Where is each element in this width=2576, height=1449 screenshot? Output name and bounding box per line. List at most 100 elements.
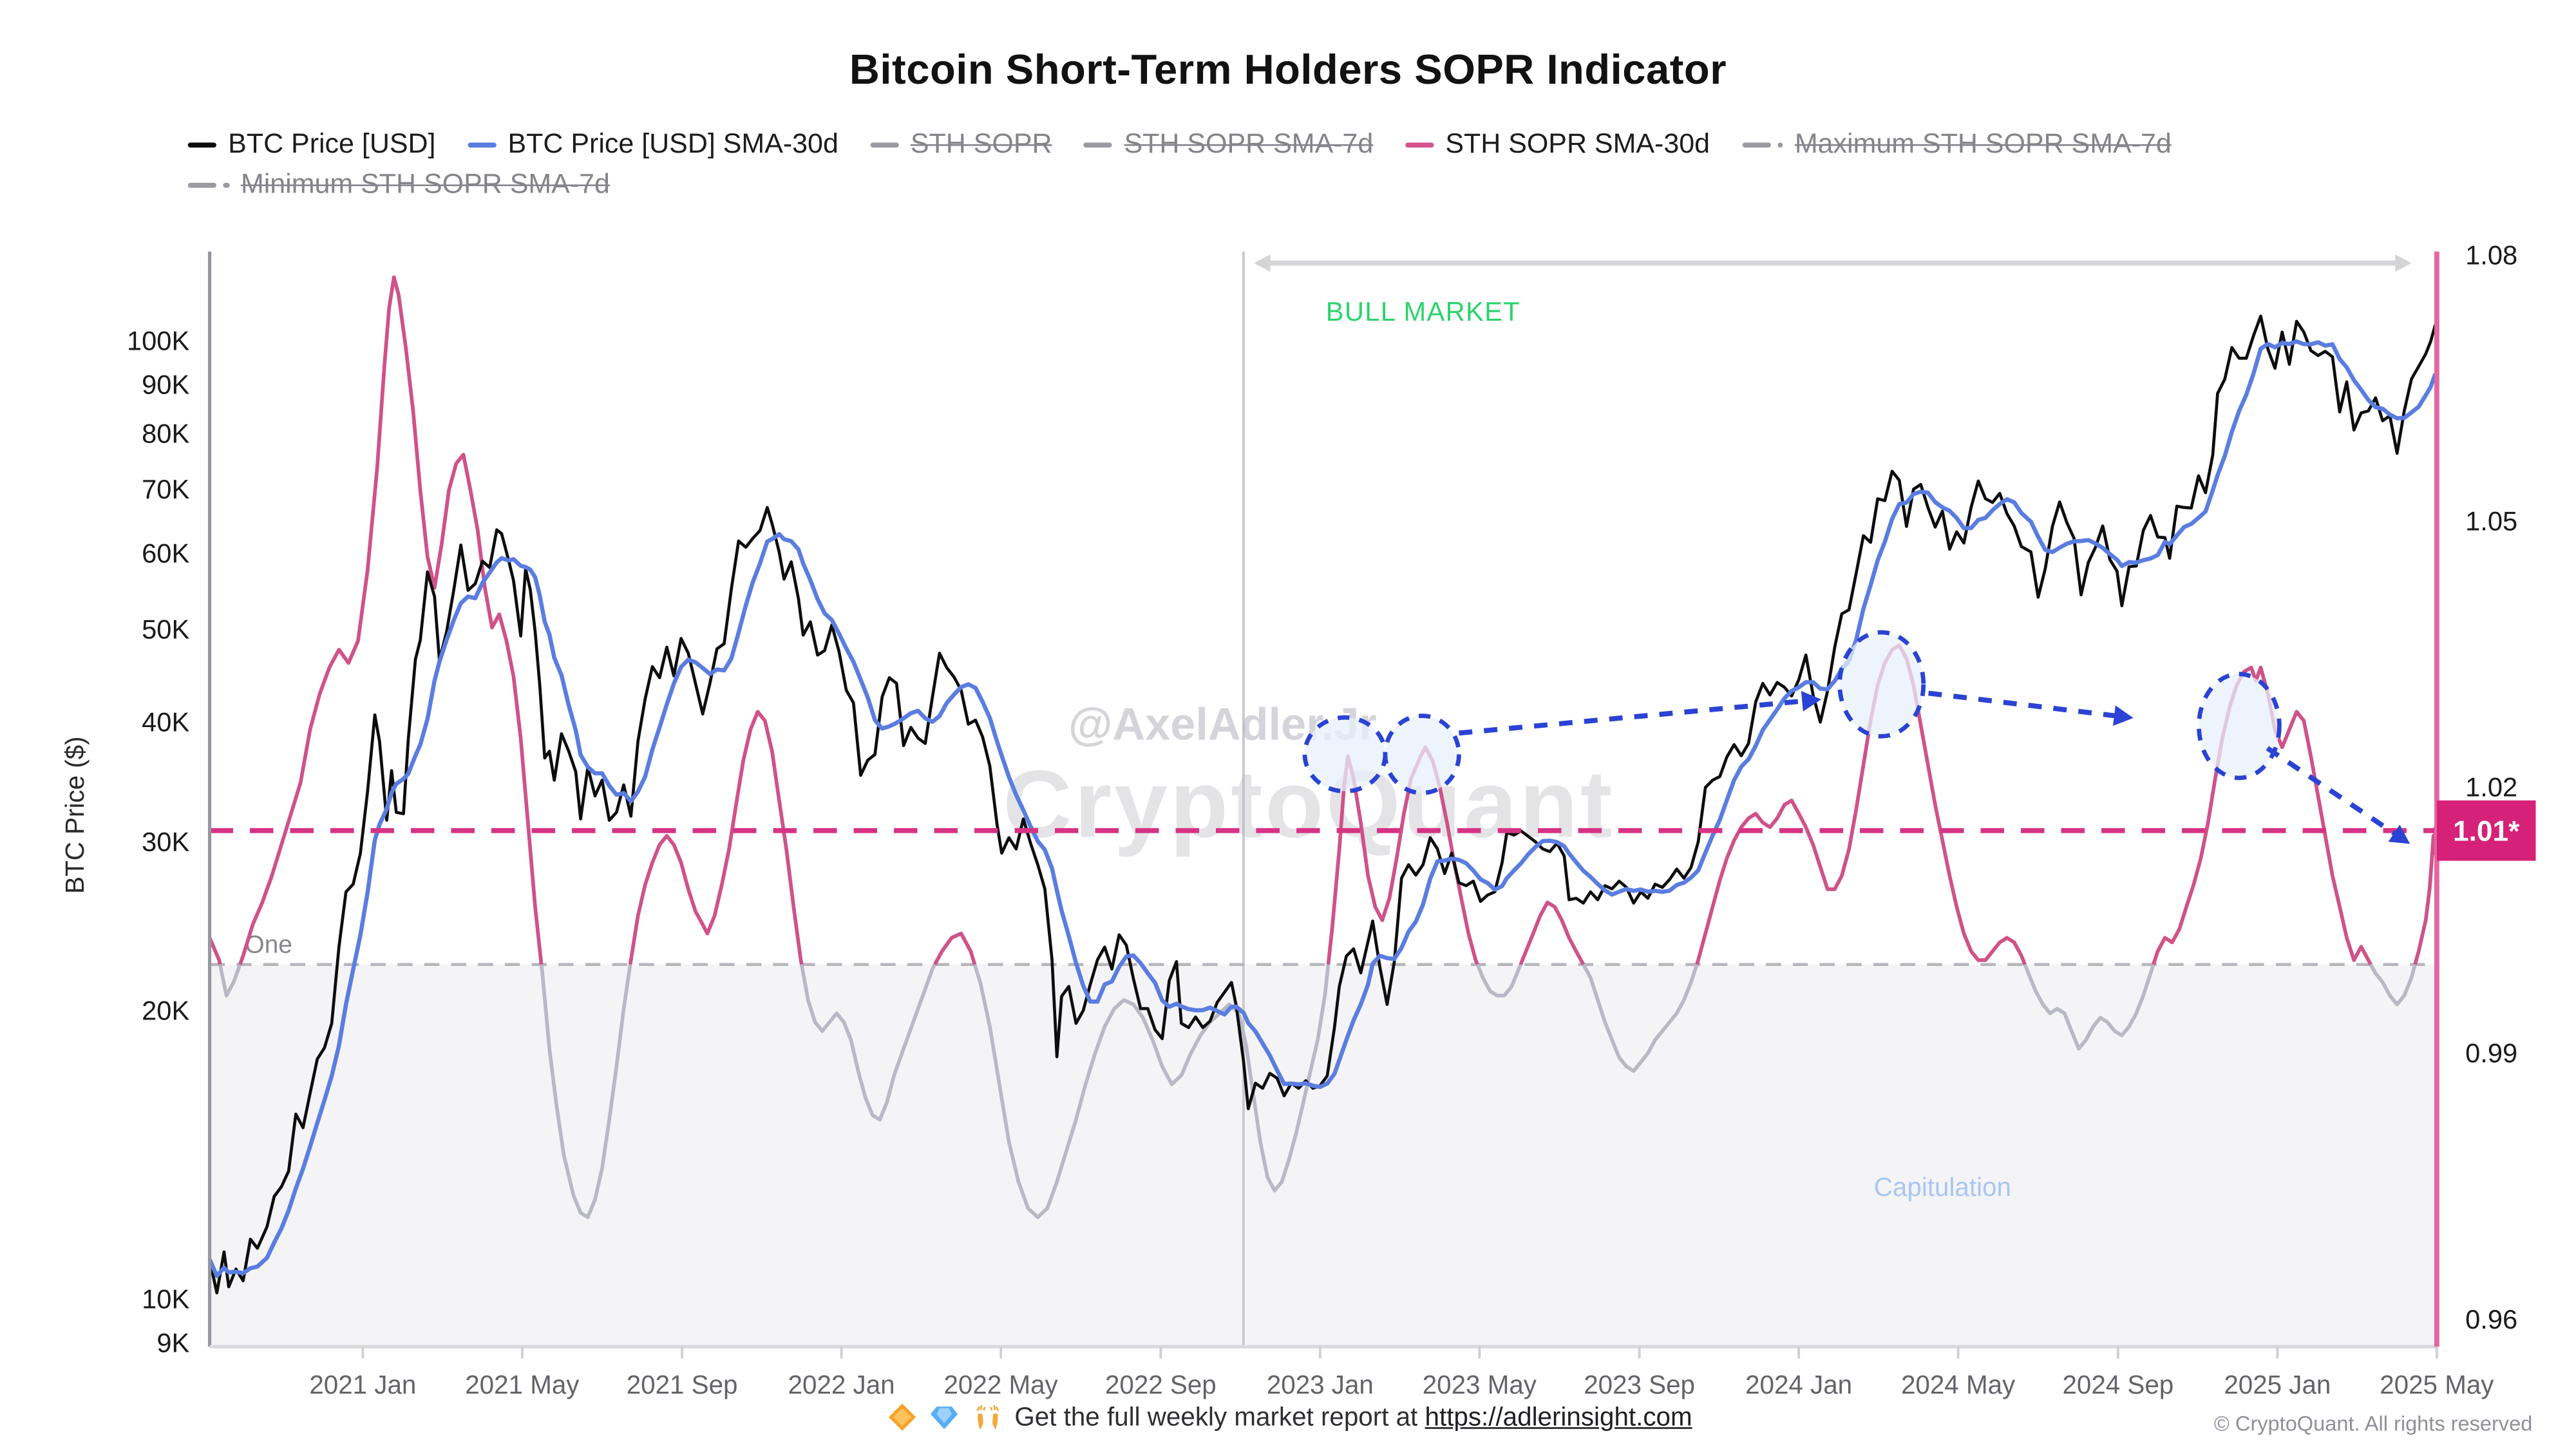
sopr-tick-label: 1.02 <box>2465 772 2517 802</box>
legend-item-maximum-sth-sopr-sma-7d[interactable]: Maximum STH SOPR SMA-7d <box>1741 129 2172 161</box>
sth-sopr-sma30-line-below-one <box>1582 963 1699 1073</box>
legend-marker-dot <box>223 182 229 189</box>
sth-sopr-sma30-line-below-one <box>972 963 1331 1219</box>
x-tick-label: 2025 May <box>2380 1370 2494 1399</box>
legend-marker <box>187 182 216 189</box>
x-tick-label: 2021 Jan <box>309 1370 416 1399</box>
sth-sopr-sma30-line-below-one <box>1475 963 1522 998</box>
sth-sopr-sma30-line <box>628 710 804 965</box>
x-tick-label: 2023 Jan <box>1267 1370 1374 1399</box>
legend-item-btc-price-usd-sma-30d[interactable]: BTC Price [USD] SMA-30d <box>467 129 838 161</box>
footer-report-link[interactable]: https://adlerinsight.com <box>1425 1403 1692 1432</box>
legend-marker-dot <box>1777 142 1783 148</box>
sopr-tick-label: 1.05 <box>2465 506 2517 536</box>
sth-sopr-sma30-line-below-one <box>2369 963 2417 1007</box>
x-tick-label: 2021 Sep <box>627 1370 738 1399</box>
annotation-arrowhead <box>2388 824 2410 844</box>
legend-marker <box>1084 142 1113 148</box>
price-tick-label: 30K <box>142 827 189 857</box>
one-label: One <box>245 931 292 958</box>
x-tick-label: 2023 Sep <box>1584 1370 1695 1399</box>
sopr-peak-circle <box>1302 715 1388 794</box>
x-tick-label: 2021 May <box>465 1370 580 1399</box>
x-tick-label: 2024 May <box>1901 1370 2016 1399</box>
gem-icon <box>929 1402 959 1441</box>
capitulation-label: Capitulation <box>1874 1172 2011 1202</box>
sth-sopr-sma30-line-below-one <box>2023 963 2155 1051</box>
raised-hands-icon <box>971 1402 1005 1441</box>
x-tick-label: 2024 Sep <box>2062 1370 2174 1399</box>
annotation-arrowhead <box>2112 705 2134 726</box>
sth-sopr-sma30-line <box>1519 900 1586 966</box>
legend-marker <box>187 142 216 148</box>
bull-span-arrowhead-left <box>1254 254 1271 272</box>
bull-span-arrowhead-right <box>2395 254 2412 272</box>
legend-item-sth-sopr-sma-30d[interactable]: STH SOPR SMA-30d <box>1405 129 1710 161</box>
sopr-tick-label: 0.96 <box>2465 1304 2517 1334</box>
copyright-text: © CryptoQuant. All rights reserved <box>2213 1412 2533 1436</box>
footer-report-text: Get the full weekly market report at <box>1014 1403 1418 1432</box>
legend-item-btc-price-usd[interactable]: BTC Price [USD] <box>187 129 436 161</box>
legend-label: Maximum STH SOPR SMA-7d <box>1794 129 2172 160</box>
bull-market-label: BULL MARKET <box>1326 296 1520 327</box>
price-tick-label: 9K <box>156 1328 189 1358</box>
price-tick-label: 100K <box>127 325 190 355</box>
sth-sopr-sma30-line <box>207 937 222 965</box>
btc-price-sma30-line <box>207 339 2438 1278</box>
sopr-tick-label: 0.99 <box>2465 1038 2517 1068</box>
legend-item-sth-sopr[interactable]: STH SOPR <box>870 129 1052 161</box>
chart-title: Bitcoin Short-Term Holders SOPR Indicato… <box>849 46 1727 94</box>
sth-sopr-sma30-line-below-one <box>799 963 937 1122</box>
annotation-arrow <box>1459 698 1805 736</box>
annotation-arrowhead <box>1801 690 1822 712</box>
sopr-tick-label: 1.08 <box>2465 240 2517 270</box>
x-tick-label: 2022 May <box>943 1370 1058 1399</box>
sth-sopr-sma30-line <box>2152 665 2372 966</box>
legend-marker <box>467 142 497 148</box>
legend: BTC Price [USD] BTC Price [USD] SMA-30d ST… <box>187 129 2519 202</box>
watermark-brand: CryptoQuant <box>1003 751 1615 857</box>
footer: Get the full weekly market report at htt… <box>0 1402 2576 1441</box>
current-sopr-marker-label: 1.01* <box>2453 815 2520 847</box>
sth-sopr-sma30-line <box>933 931 977 966</box>
legend-marker <box>1405 142 1434 148</box>
x-tick-label: 2023 May <box>1423 1370 1537 1399</box>
legend-label: BTC Price [USD] <box>228 129 436 160</box>
annotation-arrow <box>2266 746 2398 837</box>
capitulation-zone <box>209 964 2437 1347</box>
sth-sopr-sma30-line-below-one <box>539 964 632 1219</box>
sth-sopr-sma30-line <box>1695 643 2027 965</box>
legend-marker <box>1741 142 1770 148</box>
sopr-peak-circle <box>1837 630 1926 739</box>
price-tick-label: 40K <box>142 707 189 737</box>
current-sopr-marker <box>2436 800 2536 861</box>
x-tick-label: 2024 Jan <box>1745 1370 1852 1399</box>
sth-sopr-sma30-line-below-one <box>218 963 242 998</box>
price-tick-label: 80K <box>142 419 189 449</box>
x-tick-label: 2025 Jan <box>2224 1370 2331 1399</box>
price-tick-label: 20K <box>142 996 189 1026</box>
legend-label: STH SOPR <box>910 129 1052 160</box>
legend-label: STH SOPR SMA-30d <box>1445 129 1710 160</box>
legend-label: STH SOPR SMA-7d <box>1124 129 1374 160</box>
sth-sopr-sma30-line <box>2413 827 2438 965</box>
legend-item-minimum-sth-sopr-sma-7d[interactable]: Minimum STH SOPR SMA-7d <box>187 169 610 201</box>
price-tick-label: 50K <box>142 614 189 644</box>
orange-diamond-icon <box>886 1402 916 1441</box>
price-tick-label: 70K <box>142 474 189 504</box>
price-tick-label: 10K <box>142 1284 189 1314</box>
sth-sopr-sma30-line <box>238 275 544 965</box>
price-tick-label: 90K <box>142 370 189 400</box>
x-tick-label: 2022 Sep <box>1105 1370 1217 1399</box>
sopr-peak-circle <box>2197 672 2282 781</box>
legend-label: Minimum STH SOPR SMA-7d <box>240 169 610 200</box>
price-tick-label: 60K <box>142 538 189 569</box>
legend-marker <box>870 142 899 148</box>
x-tick-label: 2022 Jan <box>788 1370 895 1399</box>
annotation-arrow <box>1928 690 2117 719</box>
legend-label: BTC Price [USD] SMA-30d <box>507 129 838 160</box>
legend-item-sth-sopr-sma-7d[interactable]: STH SOPR SMA-7d <box>1084 129 1373 161</box>
sopr-peak-circle <box>1383 714 1461 795</box>
